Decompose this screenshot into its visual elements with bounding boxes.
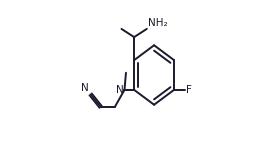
Text: N: N — [81, 83, 89, 93]
Text: N: N — [116, 85, 124, 95]
Text: NH₂: NH₂ — [148, 18, 167, 28]
Text: F: F — [186, 85, 192, 95]
